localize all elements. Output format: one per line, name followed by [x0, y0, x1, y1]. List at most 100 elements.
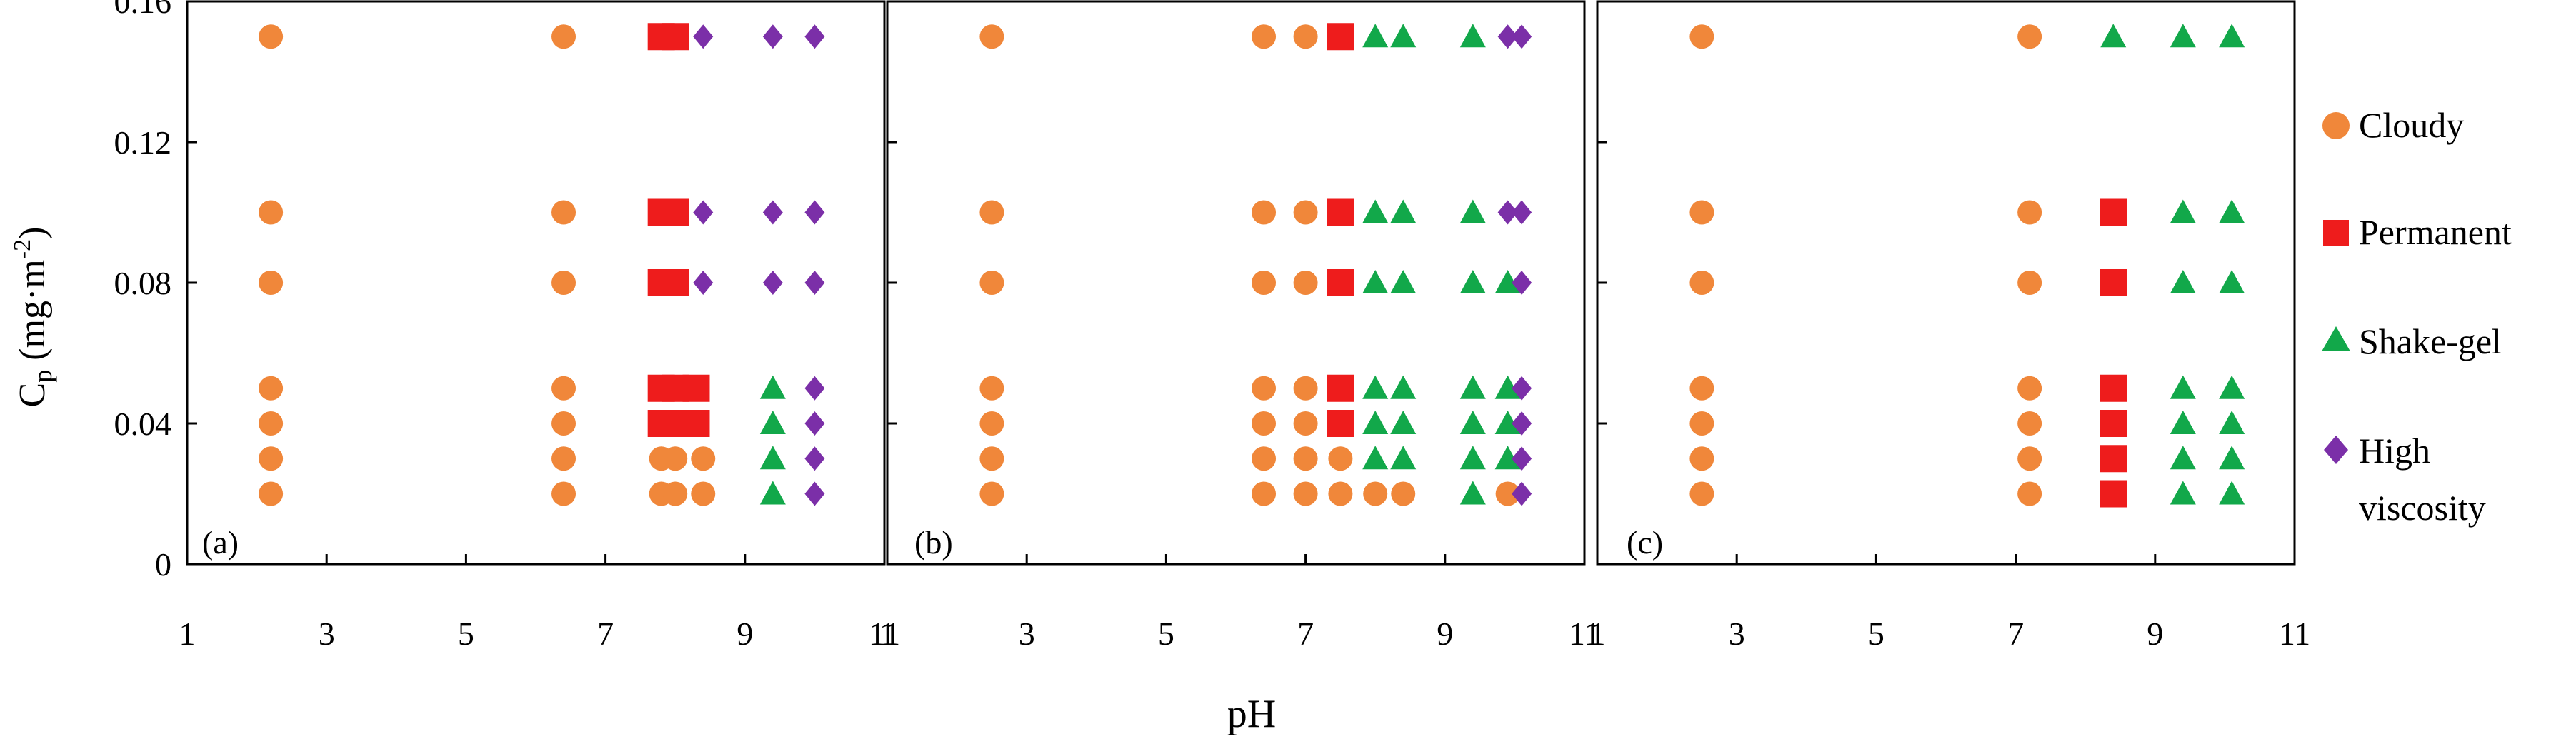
high-point — [804, 411, 825, 436]
cloudy-point — [259, 446, 284, 471]
legend-permanent-marker — [2323, 220, 2349, 246]
cloudy-point — [1252, 446, 1277, 471]
permanent-point — [1327, 410, 1354, 437]
shake-point — [1494, 411, 1521, 434]
y-axis-title-units: (mg·m — [12, 259, 53, 370]
cloudy-point — [1293, 271, 1318, 295]
high-point — [762, 24, 783, 49]
high-point — [1497, 24, 1518, 49]
high-point — [804, 24, 825, 49]
x-tick-label: 11 — [2279, 615, 2310, 652]
cloudy-point — [2017, 446, 2042, 471]
high-point — [1512, 481, 1532, 506]
cloudy-point — [979, 481, 1004, 506]
high-point — [693, 200, 714, 225]
shake-point — [1362, 270, 1389, 293]
shake-point — [1390, 270, 1417, 293]
permanent-point — [662, 269, 689, 296]
shake-point — [2219, 270, 2245, 293]
x-tick-label: 3 — [1019, 615, 1035, 652]
shake-point — [1459, 24, 1486, 48]
cloudy-point — [1293, 24, 1318, 49]
permanent-point — [1327, 269, 1354, 296]
cloudy-point — [1689, 200, 1714, 225]
high-point — [1497, 200, 1518, 225]
permanent-point — [1327, 23, 1354, 51]
x-tick-label: 7 — [1297, 615, 1314, 652]
high-point — [1512, 446, 1532, 471]
cloudy-point — [259, 271, 284, 295]
cloudy-point — [2017, 411, 2042, 436]
cloudy-point — [691, 481, 716, 506]
panel-label-c: (c) — [1627, 524, 1663, 561]
legend-shake-gel-marker — [2322, 326, 2350, 351]
high-point — [693, 24, 714, 49]
x-axis-title: pH — [1227, 692, 1276, 736]
high-point — [762, 271, 783, 295]
x-tick-label: 11 — [1569, 615, 1600, 652]
high-point — [804, 376, 825, 401]
shake-point — [1494, 375, 1521, 399]
permanent-point — [682, 410, 710, 437]
legend-cloudy-label: Cloudy — [2359, 105, 2464, 145]
shake-point — [2170, 411, 2196, 434]
cloudy-point — [551, 376, 576, 401]
cloudy-point — [979, 24, 1004, 49]
shake-point — [2219, 446, 2245, 470]
y-tick-label: 0.04 — [114, 406, 172, 442]
high-point — [804, 200, 825, 225]
permanent-point — [1327, 198, 1354, 226]
shake-point — [2170, 375, 2196, 399]
cloudy-point — [551, 200, 576, 225]
x-tick-label: 9 — [1437, 615, 1453, 652]
high-point — [693, 271, 714, 295]
legend-cloudy-marker — [2322, 112, 2350, 139]
shake-point — [1390, 375, 1417, 399]
cloudy-point — [1328, 481, 1353, 506]
cloudy-point — [1252, 481, 1277, 506]
y-axis-title-end: ) — [12, 227, 53, 239]
shake-point — [1459, 411, 1486, 434]
high-point — [804, 446, 825, 471]
shake-point — [1459, 270, 1486, 293]
y-tick-label: 0 — [155, 546, 171, 583]
x-tick-label: 11 — [869, 615, 900, 652]
shake-point — [1390, 411, 1417, 434]
shake-point — [759, 446, 786, 470]
y-axis-title-main: C — [12, 383, 53, 408]
shake-point — [1362, 24, 1389, 48]
shake-point — [1362, 375, 1389, 399]
shake-point — [1459, 375, 1486, 399]
y-tick-label: 0.08 — [114, 265, 172, 301]
shake-point — [2170, 481, 2196, 505]
high-point — [1512, 411, 1532, 436]
cloudy-point — [1391, 481, 1416, 506]
x-tick-label: 5 — [458, 615, 474, 652]
x-tick-label: 1 — [179, 615, 196, 652]
shake-point — [1362, 411, 1389, 434]
legend: Cloudy Permanent Shake-gel High viscosit… — [2322, 105, 2512, 528]
cloudy-point — [979, 376, 1004, 401]
cloudy-point — [1689, 446, 1714, 471]
permanent-point — [2100, 374, 2127, 402]
cloudy-point — [1689, 376, 1714, 401]
cloudy-point — [1495, 481, 1520, 506]
cloudy-point — [259, 411, 284, 436]
shake-point — [759, 375, 786, 399]
cloudy-point — [1689, 481, 1714, 506]
cloudy-point — [2017, 24, 2042, 49]
permanent-point — [682, 374, 710, 402]
shake-point — [2219, 375, 2245, 399]
x-tick-label: 7 — [597, 615, 614, 652]
x-tick-label: 1 — [879, 615, 896, 652]
legend-permanent-label: Permanent — [2359, 212, 2512, 252]
y-axis-title-superscript: -2 — [9, 239, 36, 259]
shake-point — [1362, 199, 1389, 223]
panel-frames — [186, 0, 2296, 566]
cloudy-point — [1252, 411, 1277, 436]
cloudy-point — [1252, 200, 1277, 225]
cloudy-point — [259, 376, 284, 401]
cloudy-point — [1689, 24, 1714, 49]
permanent-point — [2100, 269, 2127, 296]
